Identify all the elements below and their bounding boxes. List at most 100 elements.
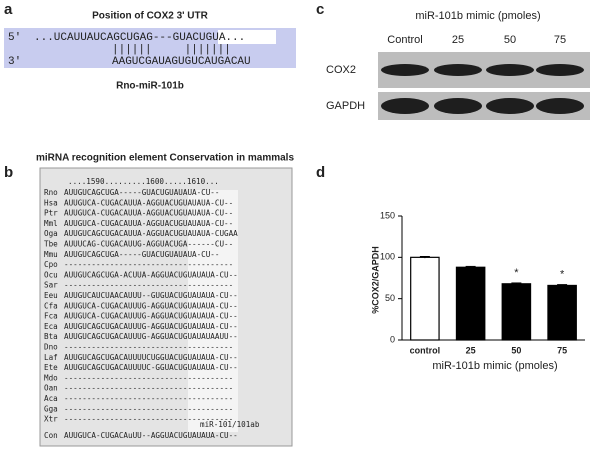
significance: *	[560, 269, 565, 281]
sequence: -------------------------------------	[64, 404, 233, 413]
sequence: AUUGUCA-CUGACAuUU--AGGUACUGUAUAUA-CU--	[64, 431, 238, 440]
end-label: 3'	[8, 56, 21, 68]
sequence: -------------------------------------	[64, 281, 233, 290]
species: Mmu	[44, 250, 58, 259]
lane-label: 75	[554, 34, 566, 46]
band	[381, 64, 429, 76]
species: Bta	[44, 332, 58, 341]
site-label: miR-101/101ab	[200, 420, 260, 429]
ruler: ....1590.........1600.....1610...	[68, 177, 219, 186]
y-tick-label: 100	[380, 252, 395, 262]
sequence: -------------------------------------	[64, 415, 233, 424]
lane-label: 50	[504, 34, 516, 46]
panel-letter: c	[316, 1, 324, 18]
species: Ptr	[44, 209, 58, 218]
lane-label: 25	[452, 34, 464, 46]
y-tick-label: 150	[380, 210, 395, 220]
bar	[547, 284, 577, 341]
sequence: -------------------------------------	[64, 394, 233, 403]
species: Laf	[44, 353, 58, 362]
sequence: -------------------------------------	[64, 343, 233, 352]
x-axis-title: miR-101b mimic (pmoles)	[432, 360, 557, 372]
panel-title: miRNA recognition element Conservation i…	[36, 153, 294, 164]
bar-chart: 0 50 100 150 %COX2/GAPDH miR-101b mimic (pmol…	[370, 210, 585, 372]
treatment-label: miR-101b mimic (pmoles)	[415, 10, 540, 22]
x-tick-label: 50	[511, 345, 521, 355]
species: Mml	[44, 219, 58, 228]
panel-letter: b	[4, 164, 13, 181]
pairing: |||||| |||||||	[112, 44, 231, 56]
x-tick-label: 25	[466, 345, 476, 355]
alignment-box	[39, 167, 293, 447]
target-sequence: ...UCAUUAUCAGCUGAG---GUACUGUA...	[34, 32, 245, 44]
sequence: AUUGUCAGCUGACAUUUUCUGGUACUGUAUAUA-CU--	[64, 353, 238, 362]
protein-label: GAPDH	[326, 100, 365, 112]
species: Mdo	[44, 373, 58, 382]
sequence: AUUGUCA-CUGACAUUA-AGGUACUGUAUAUA-CU--	[64, 198, 233, 207]
y-tick-label: 0	[390, 334, 395, 344]
sequence: -------------------------------------	[64, 384, 233, 393]
western-blot: Control 25 50 75 COX2 GAPDH	[326, 34, 590, 120]
band	[381, 98, 429, 114]
species: Aca	[44, 394, 58, 403]
sequence: -------------------------------------	[64, 260, 233, 269]
species: Eeu	[44, 291, 58, 300]
bar	[501, 283, 532, 341]
species: Xtr	[44, 415, 58, 424]
y-axis-title: %COX2/GAPDH	[370, 246, 380, 314]
mirna-sequence: AAGUCGAUAGUGUCAUGACAU	[112, 56, 251, 68]
band	[536, 98, 584, 114]
species: Ocu	[44, 270, 58, 279]
species: Hsa	[44, 198, 58, 207]
site-highlight	[188, 190, 238, 432]
species: Cfa	[44, 301, 58, 310]
panel-letter: a	[4, 1, 13, 18]
species: Oga	[44, 229, 58, 238]
significance: *	[514, 267, 519, 279]
species: Gga	[44, 404, 58, 413]
species: Dno	[44, 343, 58, 352]
sequence: AUUUCAG-CUGACAUUG-AGGUACUGA------CU--	[64, 240, 233, 249]
bar	[455, 266, 486, 341]
sequence: -------------------------------------	[64, 373, 233, 382]
sequence: AUUGUCAGCUGA-----GUACUGUAUAUA-CU--	[64, 250, 219, 259]
x-tick-label: 75	[557, 345, 567, 355]
seed-highlight	[218, 30, 276, 44]
panel-title: Position of COX2 3' UTR	[92, 11, 208, 22]
band	[486, 64, 534, 76]
species: Rno	[44, 188, 58, 197]
band	[486, 98, 534, 114]
species: Sar	[44, 281, 58, 290]
sequence: AUUGUCA-CUGACAUUUG-AGGUACUGUAUAUA-CU--	[64, 301, 238, 310]
x-tick-label: control	[410, 345, 441, 355]
sequence: AUUGUCAUCUAACAUUU--GUGUACUGUAUAUA-CU--	[64, 291, 238, 300]
sequence: AUUGUCAGCUGACAUUUG-AGGUACUGUAUAUAAUU--	[64, 332, 238, 341]
sequence: AUUGUCA-CUGACAUUUG-AGGUACUGUAUAUA-CU--	[64, 312, 238, 321]
species: Eca	[44, 322, 58, 331]
protein-label: COX2	[326, 64, 356, 76]
bar	[410, 256, 440, 341]
species: Fca	[44, 312, 58, 321]
alignment: Rno AUUGUCAGCUGA-----GUACUGUAUAUA-CU-- Hsa…	[44, 188, 238, 440]
species: Ete	[44, 363, 58, 372]
sequence: AUUGUCAGCUGACAUUUUC-GGUACUGUAUAUA-CU--	[64, 363, 238, 372]
species: Oan	[44, 384, 58, 393]
species: Con	[44, 431, 58, 440]
sequence: AUUGUCAGCUGA-----GUACUGUAUAUA-CU--	[64, 188, 219, 197]
sequence: AUUGUCA-CUGACAUUA-AGGUACUGUAUAUA-CU--	[64, 219, 233, 228]
sequence: AUUGUCAGCUGACAUUUG-AGGUACUGUAUAUA-CU--	[64, 322, 238, 331]
panel-letter: d	[316, 164, 325, 181]
species: Cpo	[44, 260, 58, 269]
sequence: AUUGUCA-CUGACAUUA-AGGUACUGUAUAUA-CU--	[64, 209, 233, 218]
sequence: AUUGUCAGCUGACAUUA-AGGUACUGUAUAUA-CUGAA	[64, 229, 238, 238]
band	[536, 64, 584, 76]
species: Tbe	[44, 240, 58, 249]
mirna-name: Rno-miR-101b	[116, 81, 184, 92]
band	[434, 64, 482, 76]
end-label: 5'	[8, 32, 21, 44]
sequence: AUUGUCAGCUGA-ACUUA-AGGUACUGUAUAUA-CU--	[64, 270, 238, 279]
band	[434, 98, 482, 114]
y-tick-label: 50	[385, 293, 395, 303]
lane-label: Control	[387, 34, 422, 46]
